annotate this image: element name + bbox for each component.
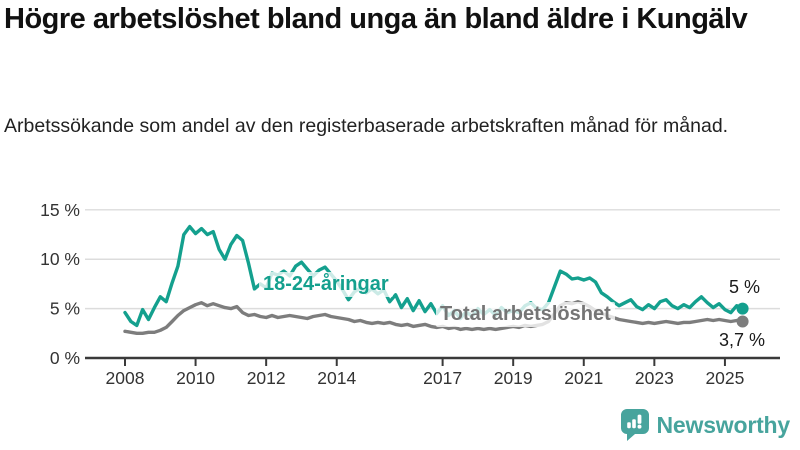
end-value-label-total: 3,7 %	[719, 330, 766, 350]
x-tick-label: 2025	[705, 368, 744, 388]
page-title: Högre arbetslöshet bland unga än bland ä…	[4, 3, 748, 35]
y-tick-label: 5 %	[50, 299, 80, 319]
y-tick-label: 15 %	[40, 200, 80, 220]
newsworthy-chart-bubble-icon	[620, 408, 649, 441]
x-tick-label: 2008	[106, 368, 145, 388]
chart-canvas: 0 % 5 % 10 % 15 % 2008 2010 2012 2014 2017 2019 20…	[40, 200, 780, 388]
y-tick-label: 10 %	[40, 249, 80, 269]
x-tick-label: 2012	[247, 368, 286, 388]
x-tick-label: 2017	[423, 368, 462, 388]
series-label-youth: 18-24-åringar	[259, 272, 393, 297]
brand-name: Newsworthy	[656, 411, 791, 438]
y-tick-label: 0 %	[50, 348, 80, 368]
series-end-dot-total	[736, 315, 749, 328]
series-line-youth	[123, 224, 745, 328]
unemployment-line-chart: 0 % 5 % 10 % 15 % 2008 2010 2012 2014 2017 2019 20…	[0, 190, 800, 400]
newsworthy-logo: Newsworthy	[620, 407, 791, 443]
x-tick-label: 2014	[317, 368, 356, 388]
series-label-total: Total arbetslöshet	[436, 302, 615, 327]
x-tick-label: 2010	[176, 368, 215, 388]
x-tick-label: 2019	[494, 368, 533, 388]
series-line-total	[123, 299, 745, 336]
page-subtitle: Arbetssökande som andel av den registerb…	[4, 115, 729, 137]
end-value-label-youth: 5 %	[729, 277, 761, 297]
series-end-dot-youth	[736, 302, 749, 315]
x-tick-label: 2021	[564, 368, 603, 388]
x-tick-label: 2023	[635, 368, 674, 388]
